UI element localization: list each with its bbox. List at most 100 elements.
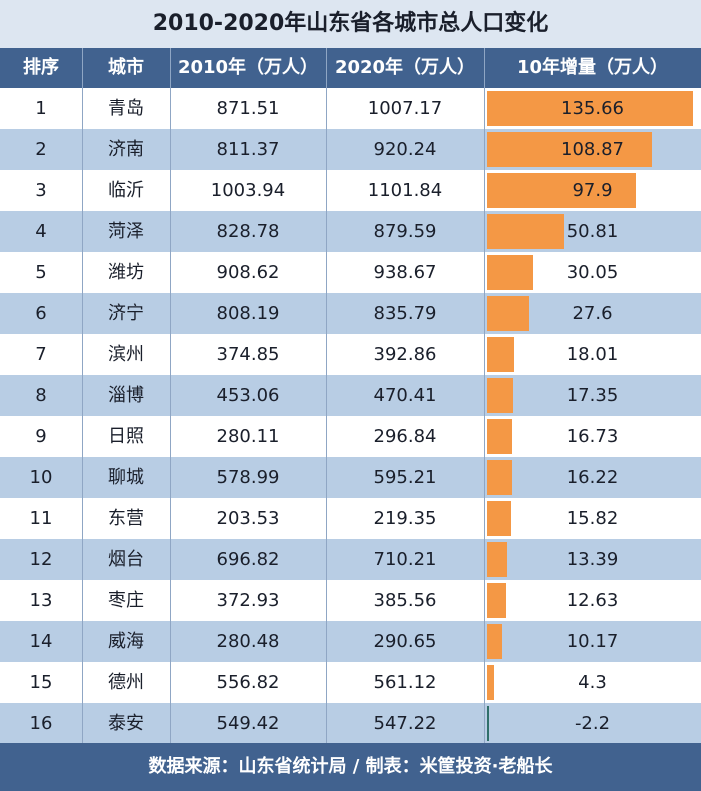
- increase-bar: [487, 132, 653, 167]
- cell-rank: 7: [35, 344, 47, 365]
- table-row: 4 菏泽 828.78 879.59 50.81: [0, 211, 701, 252]
- cell-increase: 108.87: [561, 139, 624, 160]
- cell-pop2020: 219.35: [373, 508, 437, 529]
- cell-city: 烟台: [108, 549, 144, 570]
- table-row: 15 德州 556.82 561.12 4.3: [0, 662, 701, 703]
- cell-increase: 12.63: [566, 590, 619, 611]
- cell-rank: 14: [29, 631, 53, 652]
- cell-pop2010: 280.48: [216, 631, 280, 652]
- cell-city: 枣庄: [108, 590, 144, 611]
- cell-increase: 50.81: [566, 221, 619, 242]
- cell-city: 济南: [108, 139, 144, 160]
- increase-bar: [487, 542, 508, 577]
- cell-increase: 10.17: [566, 631, 619, 652]
- table-header: 排序 城市 2010年（万人） 2020年（万人） 10年增量（万人）: [0, 48, 701, 88]
- cell-pop2020: 1101.84: [367, 180, 443, 201]
- cell-increase: 16.22: [566, 467, 619, 488]
- cell-pop2010: 578.99: [216, 467, 280, 488]
- column-divider: [326, 48, 327, 743]
- cell-city: 聊城: [108, 467, 144, 488]
- cell-city: 威海: [108, 631, 144, 652]
- cell-rank: 6: [35, 303, 47, 324]
- cell-pop2010: 811.37: [216, 139, 280, 160]
- cell-city: 日照: [108, 426, 144, 447]
- column-divider: [484, 48, 485, 743]
- cell-pop2010: 372.93: [216, 590, 280, 611]
- column-divider: [82, 48, 83, 743]
- increase-bar: [487, 296, 529, 331]
- cell-pop2010: 453.06: [216, 385, 280, 406]
- table-row: 13 枣庄 372.93 385.56 12.63: [0, 580, 701, 621]
- cell-rank: 11: [29, 508, 53, 529]
- cell-rank: 8: [35, 385, 47, 406]
- cell-city: 青岛: [108, 98, 144, 119]
- table-body: 1 青岛 871.51 1007.17 135.66 2 济南 811.37 920.24 108…: [0, 88, 701, 744]
- table-row: 11 东营 203.53 219.35 15.82: [0, 498, 701, 539]
- table-row: 3 临沂 1003.94 1101.84 97.9: [0, 170, 701, 211]
- cell-pop2020: 296.84: [373, 426, 437, 447]
- column-divider: [170, 48, 171, 743]
- cell-pop2020: 938.67: [373, 262, 437, 283]
- increase-bar: [487, 255, 533, 290]
- increase-bar: [487, 378, 514, 413]
- cell-increase: 16.73: [566, 426, 619, 447]
- table-row: 2 济南 811.37 920.24 108.87: [0, 129, 701, 170]
- cell-rank: 2: [35, 139, 47, 160]
- cell-increase: 17.35: [566, 385, 619, 406]
- cell-city: 滨州: [108, 344, 144, 365]
- cell-city: 淄博: [108, 385, 144, 406]
- cell-pop2010: 556.82: [216, 672, 280, 693]
- cell-pop2010: 696.82: [216, 549, 280, 570]
- cell-city: 泰安: [108, 713, 144, 734]
- table-footer: 数据来源：山东省统计局 / 制表：米筐投资·老船长: [0, 743, 701, 791]
- cell-increase: 27.6: [572, 303, 613, 324]
- cell-pop2020: 920.24: [373, 139, 437, 160]
- cell-rank: 15: [29, 672, 53, 693]
- cell-increase: 30.05: [566, 262, 619, 283]
- cell-increase: 97.9: [572, 180, 613, 201]
- cell-pop2020: 392.86: [373, 344, 437, 365]
- increase-bar: [487, 501, 512, 536]
- cell-rank: 3: [35, 180, 47, 201]
- header-pop2010: 2010年（万人）: [177, 57, 319, 78]
- table-row: 1 青岛 871.51 1007.17 135.66: [0, 88, 701, 129]
- cell-city: 济宁: [108, 303, 144, 324]
- cell-increase: 4.3: [578, 672, 607, 693]
- cell-pop2010: 808.19: [216, 303, 280, 324]
- cell-rank: 10: [29, 467, 53, 488]
- cell-increase: 13.39: [566, 549, 619, 570]
- increase-bar: [487, 173, 636, 208]
- header-increase: 10年增量（万人）: [516, 57, 669, 78]
- cell-city: 菏泽: [108, 221, 144, 242]
- cell-rank: 13: [29, 590, 53, 611]
- table-row: 12 烟台 696.82 710.21 13.39: [0, 539, 701, 580]
- cell-rank: 1: [35, 98, 47, 119]
- table-row: 6 济宁 808.19 835.79 27.6: [0, 293, 701, 334]
- cell-rank: 5: [35, 262, 47, 283]
- table-row: 7 滨州 374.85 392.86 18.01: [0, 334, 701, 375]
- cell-pop2020: 547.22: [373, 713, 437, 734]
- cell-pop2020: 385.56: [373, 590, 437, 611]
- cell-rank: 4: [35, 221, 47, 242]
- increase-bar: [487, 214, 565, 249]
- table-row: 5 潍坊 908.62 938.67 30.05: [0, 252, 701, 293]
- cell-increase: 135.66: [561, 98, 624, 119]
- increase-bar: [487, 460, 512, 495]
- table-title: 2010-2020年山东省各城市总人口变化: [0, 0, 701, 48]
- cell-pop2010: 908.62: [216, 262, 280, 283]
- cell-pop2020: 561.12: [373, 672, 437, 693]
- increase-bar: [487, 337, 515, 372]
- cell-pop2020: 879.59: [373, 221, 437, 242]
- header-city: 城市: [108, 57, 144, 78]
- increase-bar: [487, 665, 494, 700]
- header-rank: 排序: [23, 57, 59, 78]
- cell-pop2010: 374.85: [216, 344, 280, 365]
- cell-pop2020: 710.21: [373, 549, 437, 570]
- cell-pop2020: 1007.17: [367, 98, 443, 119]
- cell-pop2020: 835.79: [373, 303, 437, 324]
- cell-pop2010: 1003.94: [210, 180, 286, 201]
- cell-pop2020: 290.65: [373, 631, 437, 652]
- cell-increase: 15.82: [566, 508, 619, 529]
- table-row: 8 淄博 453.06 470.41 17.35: [0, 375, 701, 416]
